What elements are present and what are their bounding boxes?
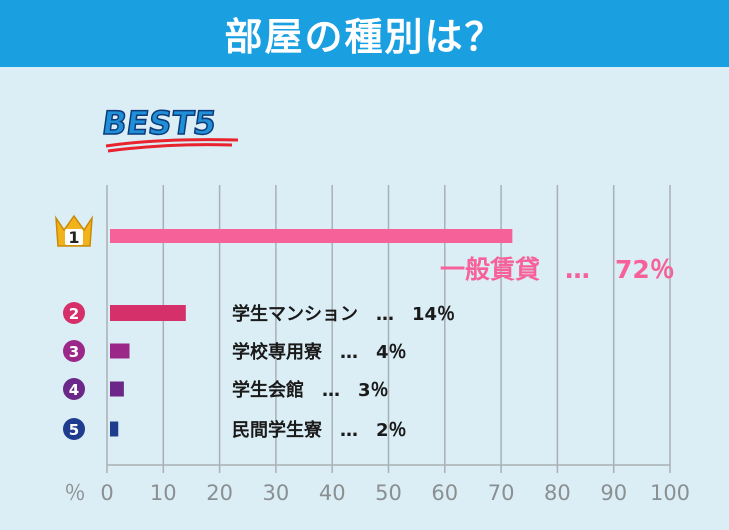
rank-number: 3 (69, 343, 79, 361)
x-tick-label: 40 (319, 481, 346, 505)
header-bar: 部屋の種別は？ (0, 0, 729, 67)
x-tick-label: 100 (650, 481, 690, 505)
x-unit-label: ％ (65, 481, 86, 505)
data-label: 学生マンション … 14％ (232, 303, 455, 325)
crown-number-box (65, 229, 83, 245)
x-tick-label: 30 (263, 481, 290, 505)
data-label: 一般賃貸 … 72％ (440, 255, 675, 284)
best5-badge: BEST5 (100, 103, 239, 153)
x-tick-label: 50 (375, 481, 402, 505)
x-tick-label: 80 (544, 481, 571, 505)
rank-circle (63, 340, 85, 362)
data-label: 民間学生寮 … 2％ (232, 419, 407, 441)
data-label: 学生会館 … 3％ (232, 379, 389, 401)
rank-circle (63, 378, 85, 400)
data-label: 学校専用寮 … 4％ (232, 341, 407, 363)
x-tick-label: 90 (600, 481, 627, 505)
x-tick-label: 70 (488, 481, 515, 505)
rank-number: 1 (68, 228, 79, 247)
x-tick-label: 60 (431, 481, 458, 505)
x-tick-label: 20 (206, 481, 233, 505)
bar (110, 229, 513, 243)
x-tick-label: 0 (100, 481, 113, 505)
badge-text: BEST5 (100, 104, 218, 142)
bar (110, 421, 119, 437)
x-tick-label: 10 (150, 481, 177, 505)
bar (110, 343, 130, 359)
rank-number: 4 (69, 381, 79, 399)
bar (110, 305, 186, 321)
rank-circle (63, 418, 85, 440)
bar (110, 381, 124, 397)
rank-number: 5 (69, 421, 79, 439)
rank-circle (63, 302, 85, 324)
rank-number: 2 (69, 305, 79, 323)
page-title: 部屋の種別は？ (224, 15, 505, 59)
